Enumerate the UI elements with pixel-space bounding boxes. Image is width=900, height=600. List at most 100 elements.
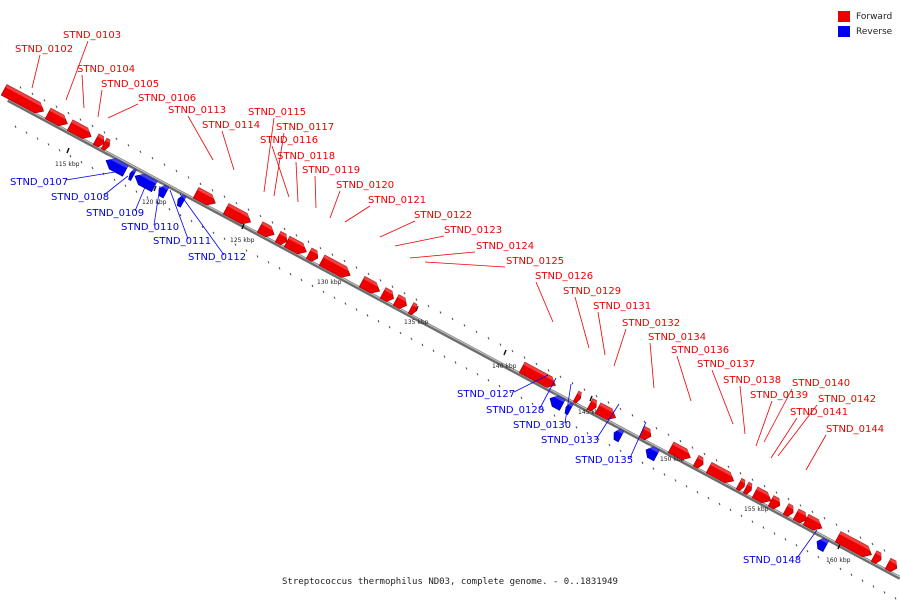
forward-gene-label-leader xyxy=(574,296,590,349)
forward-gene-label: STND_0134 xyxy=(648,332,706,343)
minor-tick-lower xyxy=(344,302,347,305)
forward-gene-label: STND_0129 xyxy=(563,286,621,297)
forward-gene-label: STND_0113 xyxy=(168,105,226,116)
forward-gene-arrow xyxy=(379,287,397,302)
forward-gene-arrow xyxy=(870,550,884,564)
reverse-gene-arrow xyxy=(105,155,129,177)
minor-tick-lower xyxy=(47,143,50,146)
reverse-gene-label: STND_0133 xyxy=(541,435,599,446)
forward-gene-label: STND_0132 xyxy=(622,318,680,329)
reverse-gene-arrow xyxy=(549,393,566,411)
forward-gene-label: STND_0122 xyxy=(414,210,472,221)
reverse-gene-label-leader xyxy=(103,175,129,196)
forward-gene-label-leader xyxy=(649,342,655,389)
minor-tick-upper xyxy=(343,259,346,263)
forward-gene-arrow xyxy=(256,221,277,238)
reverse-gene-label-leader xyxy=(596,403,620,439)
reverse-gene-label: STND_0110 xyxy=(121,222,179,233)
forward-gene-arrow xyxy=(782,503,796,517)
minor-tick-upper xyxy=(187,176,190,179)
minor-tick-lower xyxy=(487,378,490,382)
reverse-gene-label: STND_0112 xyxy=(188,252,246,263)
forward-swatch xyxy=(838,11,850,22)
minor-tick-upper xyxy=(739,472,742,475)
minor-tick-upper xyxy=(799,504,802,507)
minor-tick-lower xyxy=(619,449,622,453)
forward-gene-label-leader xyxy=(777,404,818,457)
reverse-gene-label: STND_0108 xyxy=(51,192,109,203)
forward-gene-arrow xyxy=(192,187,219,206)
minor-tick-upper xyxy=(547,369,550,372)
minor-tick-upper xyxy=(691,446,694,449)
forward-gene-label: STND_0105 xyxy=(101,79,159,90)
reverse-gene-arrow xyxy=(158,183,170,199)
forward-gene-label: STND_0141 xyxy=(790,407,848,418)
minor-tick-upper xyxy=(463,324,466,327)
minor-tick-upper xyxy=(91,124,94,128)
minor-tick-lower xyxy=(718,502,721,506)
minor-tick-upper xyxy=(199,182,202,186)
forward-gene-arrow xyxy=(586,398,600,412)
minor-tick-lower xyxy=(861,579,864,582)
minor-tick-lower xyxy=(443,355,446,358)
legend: Forward Reverse xyxy=(838,9,898,39)
reverse-gene-label: STND_0148 xyxy=(743,555,801,566)
backbone-line xyxy=(7,98,900,580)
scale-label: 125 kbp xyxy=(230,237,255,244)
scale-label: 155 kbp xyxy=(744,506,769,513)
forward-gene-label: STND_0115 xyxy=(248,107,306,118)
minor-tick-lower xyxy=(751,520,754,523)
forward-gene-label-leader xyxy=(344,205,371,223)
forward-gene-arrow xyxy=(767,495,783,510)
minor-tick-lower xyxy=(883,591,886,594)
minor-tick-lower xyxy=(696,490,699,494)
minor-tick-lower xyxy=(498,384,501,388)
forward-gene-label-leader xyxy=(271,145,290,198)
scale-label: 160 kbp xyxy=(826,557,851,564)
minor-tick-lower xyxy=(410,337,413,341)
forward-gene-arrow xyxy=(407,302,420,316)
minor-tick-lower xyxy=(234,243,237,246)
minor-tick-upper xyxy=(319,246,322,250)
minor-tick-lower xyxy=(806,549,809,553)
forward-gene-label-leader xyxy=(97,89,103,118)
minor-tick-upper xyxy=(787,497,790,501)
forward-gene-arrow xyxy=(742,481,755,495)
scale-label: 140 kbp xyxy=(492,363,517,370)
minor-tick-upper xyxy=(223,195,226,198)
reverse-gene-label-leader xyxy=(796,529,818,559)
minor-tick-lower xyxy=(124,184,127,187)
minor-tick-upper xyxy=(775,491,778,494)
reverse-gene-arrow xyxy=(645,444,660,462)
minor-tick-lower xyxy=(355,308,358,311)
reverse-gene-label-leader xyxy=(65,170,122,181)
scale-ticks: 115 kbp 120 kbp 125 kbp 130 kbp 135 kbp 140 k… xyxy=(14,86,897,600)
forward-gene-label: STND_0119 xyxy=(302,165,360,176)
forward-gene-label-leader xyxy=(379,220,416,238)
minor-tick-upper xyxy=(451,317,454,321)
minor-tick-upper xyxy=(607,401,610,404)
forward-gene-arrow xyxy=(667,441,694,460)
minor-tick-upper xyxy=(511,349,514,353)
minor-tick-lower xyxy=(223,237,226,240)
minor-tick-lower xyxy=(245,249,248,252)
minor-tick-lower xyxy=(190,219,193,223)
legend-forward: Forward xyxy=(838,9,898,24)
minor-tick-upper xyxy=(139,150,142,153)
forward-gene-label-leader xyxy=(81,74,85,109)
reverse-gene-label: STND_0107 xyxy=(10,177,68,188)
minor-tick-lower xyxy=(795,544,798,547)
minor-tick-lower xyxy=(740,514,743,518)
scale-label: 150 kbp xyxy=(660,456,685,463)
forward-gene-arrow xyxy=(274,230,290,246)
forward-gene-label-leader xyxy=(739,385,746,435)
minor-tick-lower xyxy=(509,390,512,394)
minor-tick-lower xyxy=(212,231,215,235)
forward-gene-label-leader xyxy=(107,103,139,119)
minor-tick-upper xyxy=(67,111,70,115)
legend-forward-label: Forward xyxy=(856,11,893,22)
minor-tick-lower xyxy=(850,573,853,576)
minor-tick-upper xyxy=(643,420,646,424)
forward-gene-arrow xyxy=(44,107,71,127)
